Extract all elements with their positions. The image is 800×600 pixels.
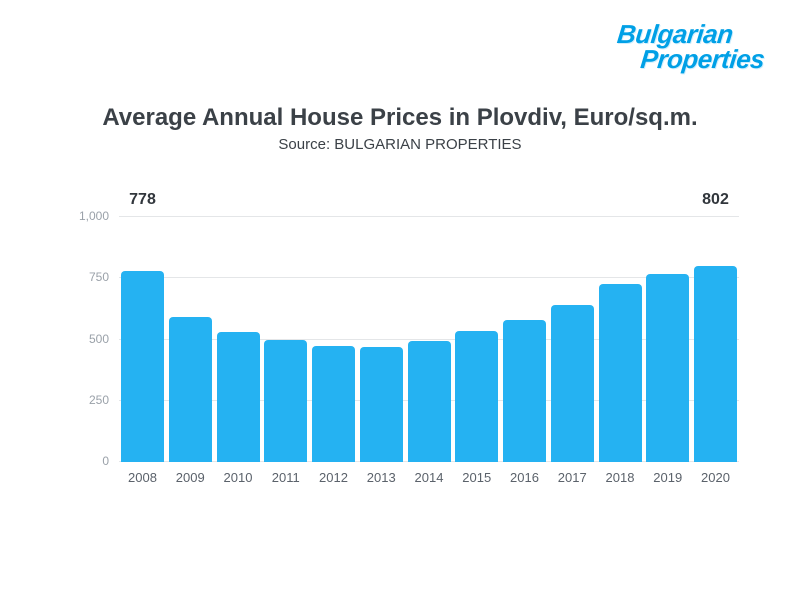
chart-title: Average Annual House Prices in Plovdiv, … xyxy=(102,104,698,131)
bar-value-label: 802 xyxy=(702,191,729,208)
x-axis-tick-label: 2009 xyxy=(175,470,205,485)
x-axis-tick-label: 2019 xyxy=(653,470,683,485)
bar xyxy=(598,284,642,462)
bar-column: 2010 xyxy=(216,217,260,485)
bar xyxy=(168,317,212,462)
bar xyxy=(646,274,690,462)
bar xyxy=(359,346,403,462)
bar xyxy=(503,320,546,462)
bar xyxy=(550,305,594,462)
x-axis-tick-label: 2011 xyxy=(271,470,300,485)
bar-column: 2012 xyxy=(312,217,355,485)
bar-column: 2014 xyxy=(407,217,451,485)
y-axis-tick-label: 250 xyxy=(88,392,109,407)
chart-subtitle: Source: BULGARIAN PROPERTIES xyxy=(278,136,522,153)
gridline: 1,000 xyxy=(79,209,739,223)
bar xyxy=(264,340,308,462)
bar-column: 2016 xyxy=(503,217,546,485)
x-axis-tick-label: 2013 xyxy=(366,470,396,485)
x-axis-tick-label: 2016 xyxy=(510,470,539,485)
gridline: 500 xyxy=(89,332,739,346)
bar xyxy=(312,345,355,462)
bar-column: 2015 xyxy=(455,217,499,485)
bar-column: 778 2008 xyxy=(121,191,164,485)
bar-value-label: 778 xyxy=(129,191,156,208)
x-axis-tick-label: 2012 xyxy=(319,470,348,485)
gridline: 750 xyxy=(89,270,739,284)
bar-column: 2013 xyxy=(359,217,403,485)
y-axis-tick-label: 0 xyxy=(102,454,109,468)
bar xyxy=(455,330,499,462)
bar-column: 2011 xyxy=(264,217,308,485)
bar xyxy=(216,332,260,462)
x-axis-tick-label: 2020 xyxy=(701,470,730,485)
bar xyxy=(694,265,737,462)
bar-chart: 0 250 500 750 1,000 778 2008 2009 2010 2011 2012 20… xyxy=(79,191,739,485)
bar-column: 2019 xyxy=(646,217,690,485)
bar xyxy=(407,341,451,462)
bar-column: 2018 xyxy=(598,217,642,485)
x-axis-tick-label: 2014 xyxy=(414,470,444,485)
x-axis-tick-label: 2018 xyxy=(605,470,635,485)
bar xyxy=(121,271,164,462)
x-axis-tick-label: 2017 xyxy=(557,470,587,485)
x-axis-tick-label: 2008 xyxy=(128,470,157,485)
bar-column: 802 2020 xyxy=(694,191,737,485)
chart-card: Bulgarian Properties Average Annual Hous… xyxy=(4,4,796,596)
y-axis-tick-label: 1,000 xyxy=(78,209,109,223)
x-axis-tick-label: 2010 xyxy=(223,470,253,485)
bars-container: 778 2008 2009 2010 2011 2012 2013 2014 2015 2016 2… xyxy=(119,191,739,485)
y-axis-tick-label: 750 xyxy=(88,270,109,285)
x-axis-tick-label: 2015 xyxy=(462,470,492,485)
bar-column: 2009 xyxy=(168,217,212,485)
logo-line1: Bulgarian xyxy=(616,19,735,49)
plot-area: 0 250 500 750 1,000 778 2008 2009 2010 2011 2012 20… xyxy=(79,191,739,485)
bar-column: 2017 xyxy=(550,217,594,485)
logo-line2: Properties xyxy=(639,43,767,74)
y-axis-tick-label: 500 xyxy=(88,331,109,346)
bulgarian-properties-logo: Bulgarian Properties xyxy=(614,19,769,74)
